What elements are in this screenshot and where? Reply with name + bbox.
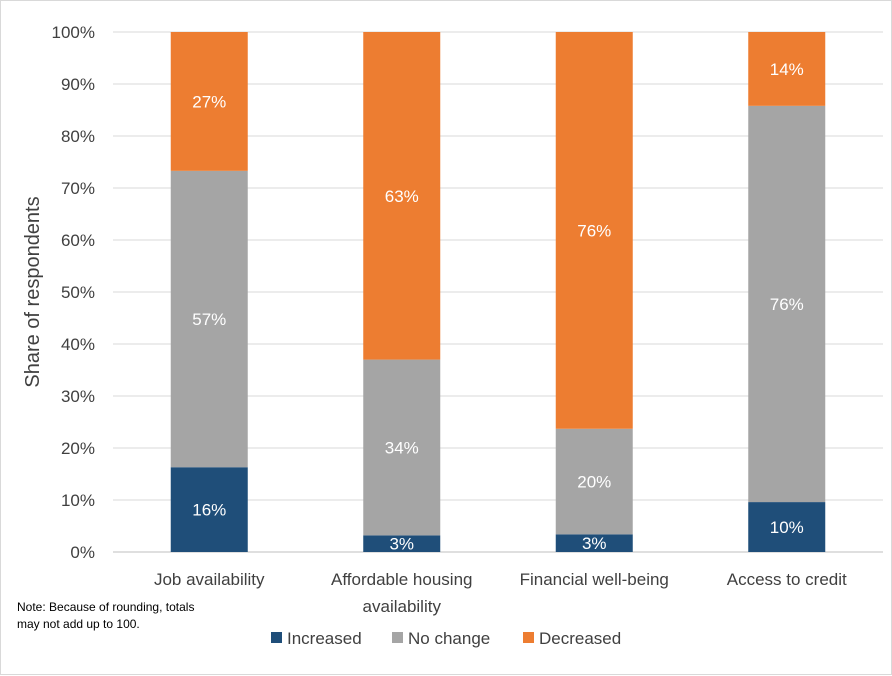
x-category-label: Access to credit bbox=[727, 570, 847, 589]
y-tick-label: 70% bbox=[61, 179, 95, 198]
bar-no-change bbox=[170, 170, 248, 468]
bar-decreased bbox=[363, 32, 441, 360]
data-label: 34% bbox=[385, 438, 419, 457]
data-label: 63% bbox=[385, 187, 419, 206]
data-label: 3% bbox=[582, 534, 607, 553]
x-category-label: Job availability bbox=[154, 570, 265, 589]
y-tick-label: 90% bbox=[61, 75, 95, 94]
data-label: 10% bbox=[770, 518, 804, 537]
y-tick-label: 40% bbox=[61, 335, 95, 354]
bars bbox=[170, 32, 826, 552]
data-labels: 16% 57% 27% 3% 34% 63% 3% 20% 76% 10% 76% 14% bbox=[192, 60, 804, 554]
bar-increased bbox=[555, 534, 633, 552]
x-category-label: availability bbox=[363, 597, 442, 616]
x-category-label: Financial well-being bbox=[520, 570, 669, 589]
bar-decreased bbox=[748, 32, 826, 106]
y-axis-ticks: 0% 10% 20% 30% 40% 50% 60% 70% 80% 90% 100% bbox=[52, 23, 95, 562]
bar-increased bbox=[170, 467, 248, 552]
y-tick-label: 80% bbox=[61, 127, 95, 146]
legend-label: Increased bbox=[287, 629, 362, 648]
legend-swatch bbox=[523, 632, 534, 643]
y-tick-label: 100% bbox=[52, 23, 95, 42]
legend: Increased No change Decreased bbox=[271, 629, 621, 648]
rounding-note: Note: Because of rounding, totals may no… bbox=[17, 600, 195, 631]
bar-increased bbox=[748, 502, 826, 552]
bar-decreased bbox=[170, 32, 248, 171]
y-axis-label: Share of respondents bbox=[22, 196, 44, 387]
bar-no-change bbox=[748, 105, 826, 503]
bar-increased bbox=[363, 535, 441, 552]
data-label: 27% bbox=[192, 92, 226, 111]
data-label: 76% bbox=[577, 221, 611, 240]
legend-label: Decreased bbox=[539, 629, 621, 648]
data-label: 14% bbox=[770, 60, 804, 79]
y-tick-label: 10% bbox=[61, 491, 95, 510]
legend-label: No change bbox=[408, 629, 490, 648]
y-tick-label: 30% bbox=[61, 387, 95, 406]
x-category-label: Affordable housing bbox=[331, 570, 472, 589]
data-label: 16% bbox=[192, 501, 226, 520]
bar-no-change bbox=[555, 428, 633, 535]
y-tick-label: 50% bbox=[61, 283, 95, 302]
data-label: 76% bbox=[770, 295, 804, 314]
y-tick-label: 60% bbox=[61, 231, 95, 250]
legend-swatch bbox=[392, 632, 403, 643]
data-label: 20% bbox=[577, 473, 611, 492]
legend-swatch bbox=[271, 632, 282, 643]
y-tick-label: 20% bbox=[61, 439, 95, 458]
y-tick-label: 0% bbox=[70, 543, 95, 562]
data-label: 3% bbox=[389, 535, 414, 554]
bar-no-change bbox=[363, 359, 441, 536]
data-label: 57% bbox=[192, 310, 226, 329]
bar-decreased bbox=[555, 32, 633, 429]
x-axis-categories: Job availability Affordable housing availa… bbox=[154, 570, 847, 616]
